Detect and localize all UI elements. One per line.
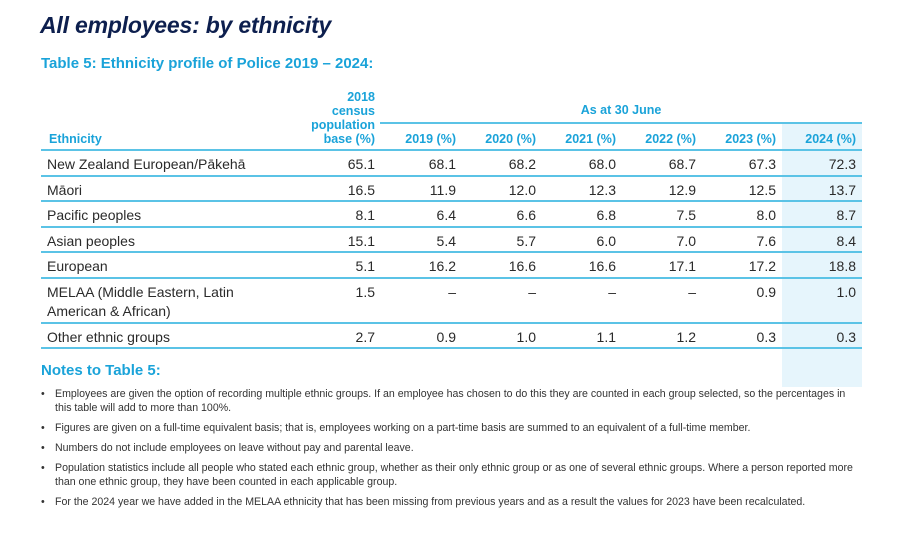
page-title: All employees: by ethnicity [40, 12, 332, 38]
cell-2021: – [608, 283, 616, 300]
cell-2020: 12.0 [508, 181, 536, 198]
highlighted-column-2024 [782, 124, 862, 387]
cell-census: 8.1 [355, 207, 375, 223]
cell-census: 1.5 [355, 283, 375, 300]
cell-2019: 11.9 [429, 181, 456, 198]
cell-2024: 13.7 [828, 181, 856, 198]
note-text: Numbers do not include employees on leav… [55, 442, 414, 454]
column-header-2020: 2020 (%) [485, 132, 536, 146]
cell-2020: 16.6 [508, 258, 536, 274]
cell-2024: 1.0 [836, 283, 856, 300]
cell-2023: 0.3 [756, 328, 776, 345]
cell-2022: 68.7 [668, 156, 696, 172]
cell-2020: – [528, 283, 536, 300]
cell-2023: 17.2 [748, 258, 776, 274]
table-row: European 5.1 16.2 16.6 16.6 17.1 17.2 18… [41, 253, 862, 279]
table-row: New Zealand European/Pākehā 65.1 68.1 68… [41, 151, 862, 177]
cell-2022: 17.1 [668, 258, 696, 274]
note-item: • Employees are given the option of reco… [41, 387, 861, 415]
ethnicity-name: Other ethnic groups [47, 328, 170, 345]
cell-census: 2.7 [355, 328, 375, 345]
ethnicity-name: MELAA (Middle Eastern, Latin American & … [47, 283, 234, 319]
cell-2022: 12.9 [668, 181, 696, 198]
cell-2019: 16.2 [428, 258, 456, 274]
cell-2023: 67.3 [748, 156, 776, 172]
table-row: Pacific peoples 8.1 6.4 6.6 6.8 7.5 8.0 … [41, 202, 862, 228]
column-header-ethnicity: Ethnicity [49, 132, 102, 146]
cell-2021: 1.1 [596, 328, 616, 345]
note-text: Employees are given the option of record… [55, 388, 846, 414]
cell-2023: 0.9 [756, 283, 776, 300]
cell-2020: 5.7 [516, 232, 536, 249]
table-row: Other ethnic groups 2.7 0.9 1.0 1.1 1.2 … [41, 324, 862, 349]
note-text: Figures are given on a full-time equival… [55, 422, 751, 434]
note-text: For the 2024 year we have added in the M… [55, 496, 806, 508]
bullet-icon: • [41, 496, 45, 508]
column-header-2021: 2021 (%) [565, 132, 616, 146]
cell-2024: 8.4 [836, 232, 856, 249]
note-item: • Population statistics include all peop… [41, 461, 861, 489]
cell-2019: 6.4 [436, 207, 456, 223]
census-header-line: 2018 [347, 90, 375, 104]
table-body: New Zealand European/Pākehā 65.1 68.1 68… [41, 151, 862, 349]
cell-census: 65.1 [347, 156, 375, 172]
cell-2022: 7.5 [676, 207, 696, 223]
notes-list: • Employees are given the option of reco… [41, 387, 861, 515]
notes-title: Notes to Table 5: [41, 362, 161, 379]
cell-2020: 6.6 [516, 207, 536, 223]
census-header-line: population [311, 118, 375, 132]
column-header-2024: 2024 (%) [805, 132, 856, 146]
column-header-census: 2018 census population base (%) [311, 90, 375, 146]
cell-2019: 0.9 [436, 328, 456, 345]
group-label: As at 30 June [580, 103, 662, 117]
column-header-2022: 2022 (%) [645, 132, 696, 146]
ethnicity-name: European [47, 258, 108, 274]
ethnicity-name: New Zealand European/Pākehā [47, 156, 246, 172]
census-header-line: census [331, 104, 375, 118]
cell-2024: 8.7 [836, 207, 856, 223]
bullet-icon: • [41, 388, 45, 400]
cell-census: 15.1 [347, 232, 375, 249]
cell-2021: 68.0 [588, 156, 616, 172]
column-header-2023: 2023 (%) [725, 132, 776, 146]
note-item: • Figures are given on a full-time equiv… [41, 421, 861, 435]
cell-2020: 1.0 [516, 328, 536, 345]
note-text: Population statistics include all people… [55, 462, 853, 488]
cell-2021: 6.0 [596, 232, 616, 249]
table-row: MELAA (Middle Eastern, Latin American & … [41, 279, 862, 324]
cell-census: 5.1 [355, 258, 375, 274]
ethnicity-name: Pacific peoples [47, 207, 142, 223]
cell-census: 16.5 [347, 181, 375, 198]
note-item: • Numbers do not include employees on le… [41, 441, 861, 455]
ethnicity-name: Asian peoples [47, 232, 135, 249]
group-divider [380, 122, 862, 124]
cell-2022: – [688, 283, 696, 300]
cell-2023: 7.6 [756, 232, 776, 249]
bullet-icon: • [41, 422, 45, 434]
table-title: Table 5: Ethnicity profile of Police 201… [41, 55, 374, 72]
table-header-row: Ethnicity 2018 census population base (%… [41, 86, 862, 151]
cell-2021: 12.3 [588, 181, 616, 198]
cell-2022: 1.2 [676, 328, 696, 345]
bullet-icon: • [41, 442, 45, 454]
ethnicity-name: Māori [47, 181, 83, 198]
cell-2023: 8.0 [756, 207, 776, 223]
cell-2019: 68.1 [428, 156, 456, 172]
table-row: Māori 16.5 11.9 12.0 12.3 12.9 12.5 13.7 [41, 177, 862, 202]
cell-2019: 5.4 [436, 232, 456, 249]
cell-2021: 16.6 [588, 258, 616, 274]
cell-2024: 72.3 [828, 156, 856, 172]
cell-2021: 6.8 [596, 207, 616, 223]
note-item: • For the 2024 year we have added in the… [41, 495, 861, 509]
bullet-icon: • [41, 462, 45, 474]
table-row: Asian peoples 15.1 5.4 5.7 6.0 7.0 7.6 8… [41, 228, 862, 253]
cell-2020: 68.2 [508, 156, 536, 172]
column-header-2019: 2019 (%) [405, 132, 456, 146]
cell-2023: 12.5 [748, 181, 776, 198]
cell-2024: 18.8 [828, 258, 856, 274]
cell-2024: 0.3 [836, 328, 856, 345]
cell-2019: – [448, 283, 456, 300]
census-header-line: base (%) [323, 132, 375, 146]
cell-2022: 7.0 [676, 232, 696, 249]
